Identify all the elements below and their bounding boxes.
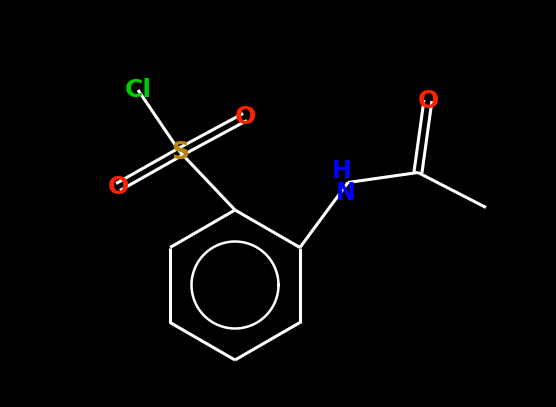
Text: H: H (332, 158, 352, 182)
Text: O: O (235, 105, 256, 129)
Text: N: N (336, 180, 356, 204)
Text: Cl: Cl (125, 78, 151, 102)
Text: O: O (107, 175, 128, 199)
Text: S: S (171, 140, 189, 164)
Text: O: O (418, 88, 439, 112)
